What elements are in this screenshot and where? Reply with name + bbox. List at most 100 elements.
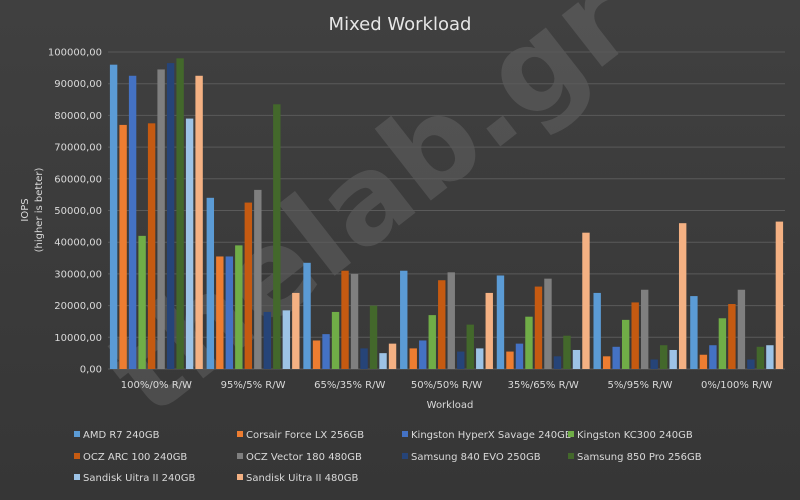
bars	[109, 58, 784, 370]
legend-swatch	[237, 431, 243, 437]
bar	[419, 340, 427, 369]
bar	[282, 310, 291, 369]
bar	[379, 353, 387, 369]
y-tick-label: 70000,00	[54, 143, 102, 154]
bar	[775, 221, 784, 369]
bar	[690, 296, 698, 369]
y-axis-ticks: 0,00 10000,00 20000,00 30000,00 40000,00 5000…	[48, 48, 102, 376]
legend-label: Sandisk Uitra II 240GB	[83, 473, 195, 484]
bar	[525, 316, 533, 369]
bar	[157, 69, 165, 369]
bar	[756, 346, 765, 369]
bar	[438, 280, 446, 369]
x-tick-label: 65%/35% R/W	[314, 380, 385, 391]
legend-swatch	[402, 431, 408, 437]
bar	[631, 302, 639, 369]
bar	[119, 124, 127, 369]
bar	[341, 270, 349, 369]
bar	[176, 58, 184, 370]
legend-swatch	[568, 453, 574, 459]
legend-label: Corsair Force LX 256GB	[246, 430, 364, 441]
bar	[553, 356, 562, 369]
y-axis-subtitle: (higher is better)	[34, 167, 45, 252]
legend-swatch	[402, 453, 408, 459]
legend-label: Samsung 840 EVO 250GB	[411, 452, 541, 463]
legend-swatch	[237, 453, 243, 459]
bar	[225, 256, 234, 369]
bar	[718, 318, 727, 369]
legend: AMD R7 240GB Corsair Force LX 256GB Kingst…	[74, 430, 702, 484]
bar	[350, 273, 359, 369]
x-tick-label: 95%/5% R/W	[221, 380, 286, 391]
legend-label: Samsung 850 Pro 256GB	[577, 452, 702, 463]
y-tick-label: 60000,00	[54, 174, 102, 185]
y-axis-title: IOPS	[20, 198, 31, 221]
bar	[206, 197, 215, 369]
y-tick-label: 20000,00	[54, 301, 102, 312]
bar	[244, 202, 253, 369]
bar	[612, 346, 620, 369]
bar	[185, 118, 194, 369]
legend-label: AMD R7 240GB	[83, 430, 160, 441]
bar	[235, 245, 243, 369]
bar	[216, 256, 224, 369]
bar	[699, 354, 708, 369]
bar	[544, 278, 552, 369]
bar	[195, 75, 203, 370]
bar	[428, 315, 436, 369]
bar	[496, 275, 505, 369]
y-axis-title-group: IOPS (higher is better)	[20, 167, 45, 252]
bar	[766, 345, 774, 369]
bar	[709, 345, 717, 369]
bar	[322, 334, 330, 369]
bar	[485, 292, 493, 369]
bar	[109, 64, 118, 370]
bar	[593, 292, 601, 369]
bar	[447, 272, 455, 369]
bar	[457, 351, 465, 369]
bar	[331, 311, 340, 369]
y-tick-label: 10000,00	[54, 333, 102, 344]
y-tick-label: 50000,00	[54, 206, 102, 217]
bar	[466, 324, 474, 369]
bar	[409, 348, 417, 369]
bar	[515, 343, 524, 369]
bar	[273, 104, 281, 370]
bar	[506, 351, 514, 369]
bar	[263, 311, 272, 369]
legend-swatch	[74, 431, 80, 437]
bar	[476, 348, 484, 369]
bar	[166, 63, 175, 369]
x-axis-ticks: 100%/0% R/W 95%/5% R/W 65%/35% R/W 50%/50% …	[121, 380, 773, 391]
bar	[388, 343, 397, 369]
x-tick-label: 100%/0% R/W	[121, 380, 192, 391]
legend-swatch	[74, 474, 80, 480]
bar	[534, 286, 543, 369]
bar	[650, 359, 658, 369]
bar	[621, 319, 630, 369]
bar	[128, 75, 137, 370]
bar	[669, 349, 677, 369]
legend-label: OCZ Vector 180 480GB	[246, 452, 362, 463]
y-tick-label: 100000,00	[48, 48, 102, 59]
legend-label: Kingston HyperX Savage 240GB	[411, 430, 572, 441]
y-tick-label: 40000,00	[54, 238, 102, 249]
bar	[147, 123, 156, 369]
legend-label: Kingston KC300 240GB	[577, 430, 693, 441]
x-tick-label: 0%/100% R/W	[701, 380, 772, 391]
bar	[572, 349, 581, 369]
bar	[640, 289, 649, 369]
legend-swatch	[74, 453, 80, 459]
x-tick-label: 35%/65% R/W	[508, 380, 579, 391]
chart-title: Mixed Workload	[329, 14, 472, 35]
bar	[582, 232, 590, 369]
bar	[400, 270, 408, 369]
bar	[312, 340, 321, 369]
legend-label: Sandisk Uitra II 480GB	[246, 473, 358, 484]
bar	[563, 335, 571, 369]
bar	[678, 223, 687, 369]
y-tick-label: 0,00	[80, 365, 102, 376]
bar	[369, 305, 378, 369]
